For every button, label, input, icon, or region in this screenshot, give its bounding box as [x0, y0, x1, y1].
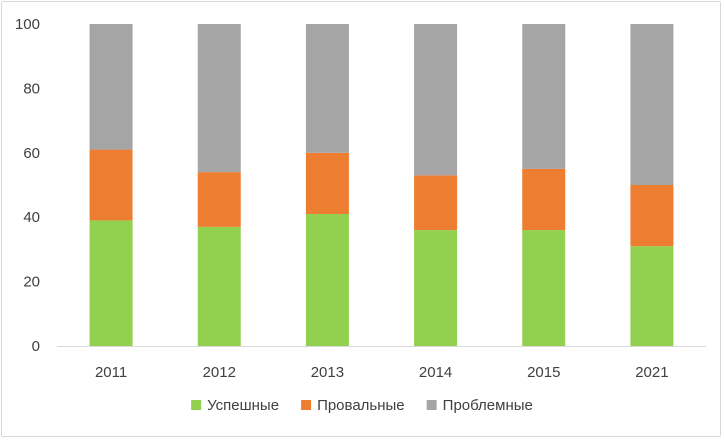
- bar-segment: [522, 230, 566, 346]
- legend-swatch: [301, 400, 312, 410]
- bar-segment: [305, 213, 349, 346]
- bar-segment: [414, 230, 458, 346]
- legend-item: Провальные: [301, 397, 405, 414]
- bar-segment: [414, 175, 458, 231]
- bar-segment: [630, 185, 674, 247]
- legend-item: Успешные: [191, 397, 279, 414]
- y-tick-label: 60: [23, 145, 40, 162]
- bar-segment: [197, 226, 241, 346]
- bar-segment: [197, 24, 241, 173]
- bar-segment: [305, 24, 349, 153]
- bars: [89, 24, 674, 346]
- legend-label: Проблемные: [443, 397, 533, 414]
- y-axis: 0 20 40 60 80 100: [15, 16, 40, 355]
- legend-item: Проблемные: [426, 397, 533, 414]
- legend-label: Успешные: [207, 397, 279, 414]
- legend-label: Провальные: [317, 397, 405, 414]
- x-tick-label: 2013: [311, 364, 344, 381]
- y-tick-label: 0: [32, 338, 40, 355]
- bar-segment: [630, 24, 674, 185]
- legend-swatch: [426, 400, 437, 410]
- bar-segment: [522, 24, 566, 169]
- bar-segment: [89, 220, 133, 346]
- bar-segment: [414, 24, 458, 176]
- x-tick-label: 2015: [527, 364, 560, 381]
- x-tick-label: 2014: [419, 364, 452, 381]
- bar-segment: [522, 168, 566, 231]
- x-tick-label: 2012: [203, 364, 236, 381]
- x-axis: 2011 2012 2013 2014 2015 2021: [95, 364, 669, 381]
- legend-swatch: [191, 400, 202, 410]
- x-tick-label: 2011: [95, 364, 127, 381]
- bar-segment: [630, 246, 674, 346]
- y-tick-label: 100: [15, 16, 40, 33]
- y-tick-label: 80: [23, 80, 40, 97]
- bar-segment: [89, 24, 133, 150]
- bar-segment: [197, 172, 241, 227]
- bar-segment: [89, 149, 133, 221]
- legend: Успешные Провальные Проблемные: [191, 397, 533, 414]
- bar-segment: [305, 152, 349, 214]
- y-tick-label: 40: [23, 209, 40, 226]
- y-tick-label: 20: [23, 274, 40, 291]
- x-tick-label: 2021: [635, 364, 668, 381]
